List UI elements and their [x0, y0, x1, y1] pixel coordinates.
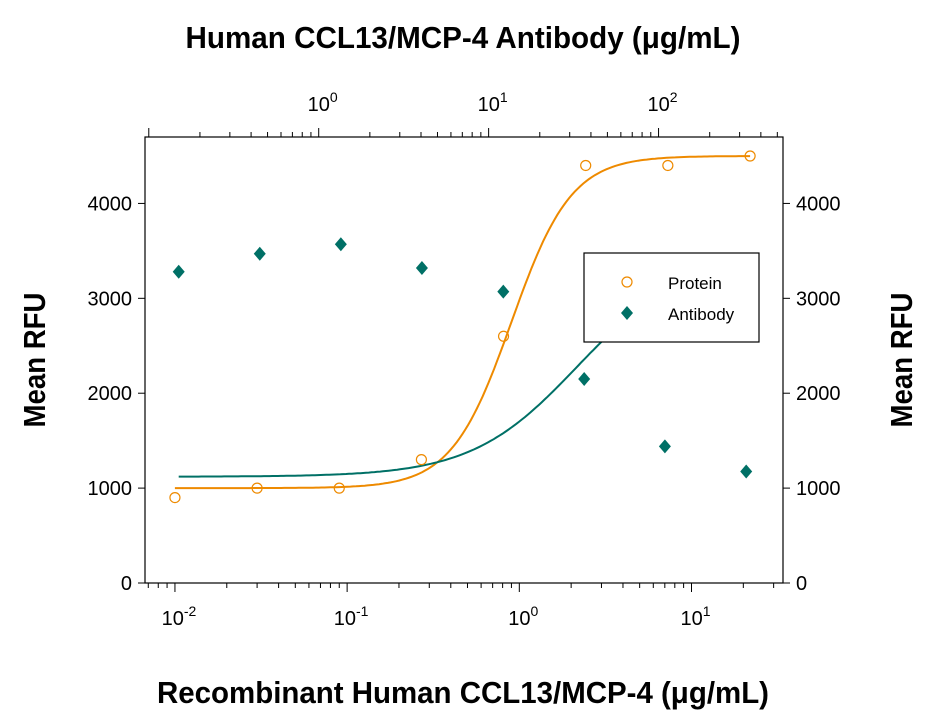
y-tick-label-right: 1000 [796, 478, 841, 500]
protein-data-point [415, 454, 428, 466]
top-tick-label: 100 [308, 89, 338, 116]
legend-marker-antibody [621, 306, 633, 320]
bottom-tick-label: 100 [508, 603, 538, 630]
bottom-tick-label: 101 [680, 603, 710, 630]
antibody-data-point [253, 246, 266, 261]
antibody-data-point [415, 260, 428, 275]
y-axis-title-left: Mean RFU [17, 293, 52, 428]
legend-box [583, 252, 760, 343]
bottom-tick-label: 10-1 [334, 603, 369, 630]
antibody-data-point [172, 264, 185, 279]
antibody-data-point [334, 237, 347, 252]
y-tick-label-right: 2000 [796, 383, 841, 405]
y-tick-label-right: 3000 [796, 288, 841, 310]
y-axis-title-right: Mean RFU [884, 293, 919, 428]
protein-data-point [251, 482, 263, 494]
protein-data-point [169, 491, 181, 504]
protein-data-point [333, 482, 345, 494]
y-tick-label-left: 3000 [88, 288, 133, 310]
antibody-data-point [658, 439, 671, 454]
legend-label-antibody: Antibody [668, 305, 735, 324]
top-axis-title: Human CCL13/MCP-4 Antibody (μg/mL) [186, 20, 741, 55]
protein-fit-curve [174, 155, 751, 490]
plot-frame [144, 136, 784, 584]
x-axis-title: Recombinant Human CCL13/MCP-4 (μg/mL) [157, 675, 769, 710]
top-tick-label: 101 [478, 89, 508, 116]
protein-data-point [744, 150, 756, 162]
legend: Protein Antibody [583, 252, 760, 343]
y-tick-label-left: 4000 [88, 193, 133, 215]
antibody-data-point [578, 371, 591, 386]
y-tick-label-right: 4000 [796, 193, 841, 215]
y-tick-label-left: 2000 [88, 383, 133, 405]
y-tick-label-left: 1000 [88, 478, 133, 500]
legend-marker-protein [621, 276, 633, 288]
bottom-tick-label: 10-2 [162, 603, 197, 630]
y-tick-label-right: 0 [796, 573, 807, 595]
antibody-data-point [740, 464, 753, 479]
protein-data-point [580, 159, 592, 172]
protein-data-point [662, 159, 674, 172]
top-tick-label: 102 [648, 89, 678, 116]
antibody-data-point [497, 284, 510, 299]
protein-data-point [497, 330, 510, 342]
legend-label-protein: Protein [668, 274, 722, 293]
y-tick-label-left: 0 [121, 573, 132, 595]
